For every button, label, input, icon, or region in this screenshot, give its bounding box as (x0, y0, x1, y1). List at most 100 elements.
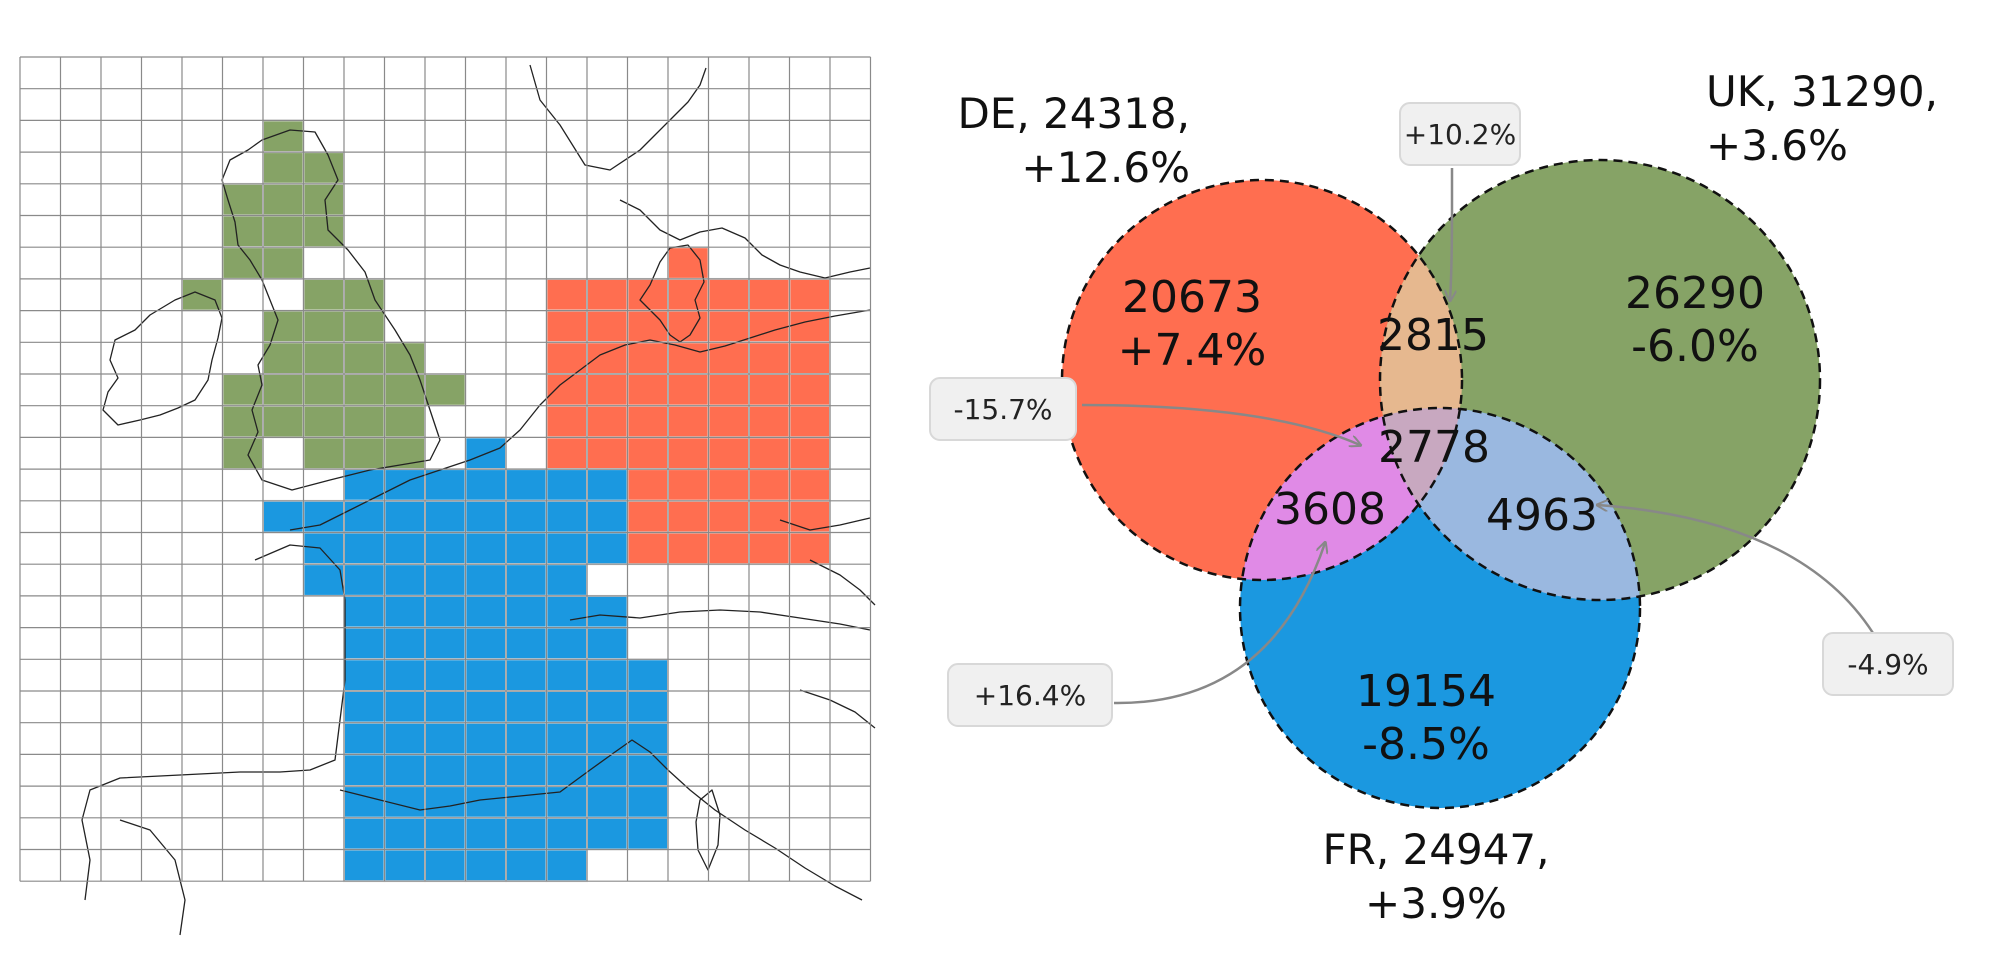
map-cell-fr (464, 658, 507, 692)
map-cell-fr (424, 753, 467, 788)
map-cell-uk (302, 309, 345, 344)
venn-overlap-uk-fr (1380, 408, 1640, 600)
map-cell-fr (464, 499, 507, 534)
map-cell-fr (262, 499, 305, 534)
map-cell-fr (586, 690, 629, 724)
map-cell-de (707, 341, 750, 375)
map-cell-fr (383, 563, 426, 597)
venn-diagram: DE, 24318, +12.6% UK, 31290, +3.6% FR, 2… (929, 67, 1954, 928)
map-cell-de (748, 309, 791, 344)
map-cell-fr (626, 785, 669, 819)
map-cell-fr (586, 594, 629, 629)
callout-text-uk-fr: -4.9% (1847, 648, 1928, 681)
map-cell-uk (262, 373, 305, 407)
map-cell-uk (262, 119, 305, 154)
map-cell-de (626, 404, 669, 439)
venn-outline-de (1060, 178, 1464, 582)
map-cell-fr (505, 563, 548, 597)
map-cell-uk (343, 341, 386, 375)
map-cell-fr (343, 848, 386, 883)
venn-panel: DE, 24318, +12.6% UK, 31290, +3.6% FR, 2… (880, 0, 2007, 951)
map-cell-fr (302, 531, 345, 566)
map-cell-fr (586, 721, 629, 756)
map-cell-uk (221, 436, 264, 471)
map-cell-fr (464, 753, 507, 788)
map-cell-de (626, 531, 669, 566)
map-cell-de (707, 373, 750, 407)
map-cell-de (788, 404, 831, 439)
map-cell-fr (586, 531, 629, 566)
map-cell-fr (424, 721, 467, 756)
map-cell-fr (383, 499, 426, 534)
map-cell-fr (302, 563, 345, 597)
map-cell-fr (383, 594, 426, 629)
map-cell-fr (545, 499, 588, 534)
map-cell-fr (586, 468, 629, 502)
map-cell-fr (545, 753, 588, 788)
map-cell-de (788, 468, 831, 502)
map-cell-de (545, 436, 588, 471)
map-cell-fr (545, 594, 588, 629)
map-cell-de (788, 309, 831, 344)
venn-outline-uk (1378, 158, 1822, 602)
map-cell-fr (383, 690, 426, 724)
map-cell-de (626, 499, 669, 534)
map-cell-fr (383, 658, 426, 692)
map-cell-fr (383, 753, 426, 788)
map-cell-fr (343, 816, 386, 851)
map-cell-fr (383, 785, 426, 819)
map-cell-de (586, 404, 629, 439)
callout-uk-fr: -4.9% (1822, 632, 1954, 696)
map-cell-fr (626, 658, 669, 692)
map-cell-uk (262, 182, 305, 217)
map-cell-de (545, 309, 588, 344)
region-center-value: 2778 (1378, 422, 1490, 473)
map-cell-fr (343, 499, 386, 534)
map-cell-fr (464, 721, 507, 756)
map-cell-fr (464, 594, 507, 629)
map-cell-fr (424, 531, 467, 566)
map-cell-fr (626, 753, 669, 788)
map-cell-fr (343, 753, 386, 788)
map-cell-fr (383, 721, 426, 756)
map-cell-uk (262, 309, 305, 344)
callout-text-de-uk: +10.2% (1404, 118, 1516, 151)
map-cell-fr (505, 499, 548, 534)
map-cell-fr (464, 531, 507, 566)
map-cell-uk (221, 373, 264, 407)
map-cell-de (788, 341, 831, 375)
map-cell-uk (343, 436, 386, 471)
map-cell-fr (383, 848, 426, 883)
map-cell-uk (302, 277, 345, 312)
map-cell-de (586, 373, 629, 407)
map-cell-fr (343, 594, 386, 629)
map-cell-fr (424, 816, 467, 851)
map-cell-fr (586, 499, 629, 534)
callout-arrow-center (1081, 403, 1360, 445)
map-cell-fr (545, 848, 588, 883)
region-de-only-value: 20673 (1122, 272, 1262, 323)
map-cell-de (626, 468, 669, 502)
map-cell-fr (505, 848, 548, 883)
map-cell-fr (545, 468, 588, 502)
map-cell-fr (343, 626, 386, 661)
map-cell-uk (302, 373, 345, 407)
map-cell-fr (505, 594, 548, 629)
callout-box-de-fr (947, 663, 1113, 727)
map-cell-de (788, 531, 831, 566)
map-cell-de (788, 277, 831, 312)
map-cell-fr (383, 816, 426, 851)
map-cell-fr (464, 626, 507, 661)
venn-overlap-de-fr (1240, 408, 1462, 580)
map-cell-uk (302, 436, 345, 471)
map-cell-de (707, 309, 750, 344)
map-cell-fr (464, 690, 507, 724)
set-label-fr-line2: +3.9% (1365, 879, 1507, 928)
set-label-fr-line1: FR, 24947, (1322, 825, 1549, 874)
region-de-uk-value: 2815 (1377, 310, 1489, 361)
map-cell-uk (302, 214, 345, 249)
map-cell-de (748, 468, 791, 502)
map-cell-fr (545, 563, 588, 597)
map-cell-de (626, 373, 669, 407)
map-cell-fr (505, 753, 548, 788)
